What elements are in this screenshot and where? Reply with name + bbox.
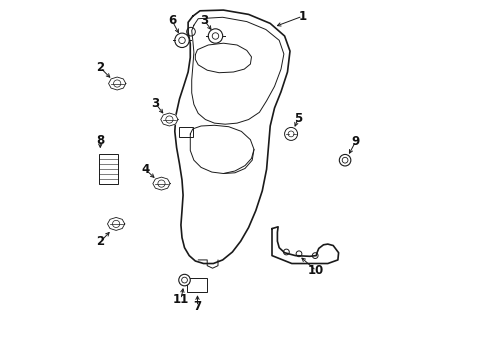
Text: 6: 6 (168, 14, 176, 27)
Text: 8: 8 (96, 134, 104, 147)
Polygon shape (161, 113, 178, 126)
Text: 11: 11 (173, 293, 189, 306)
Bar (187, 278, 207, 292)
Circle shape (285, 127, 297, 140)
Circle shape (175, 33, 189, 48)
Text: 10: 10 (308, 264, 324, 277)
Text: 3: 3 (152, 97, 160, 110)
Polygon shape (107, 217, 125, 230)
Circle shape (339, 154, 351, 166)
Text: 3: 3 (200, 14, 209, 27)
Text: 2: 2 (96, 235, 104, 248)
Text: 5: 5 (294, 112, 302, 125)
Text: 1: 1 (298, 10, 307, 23)
Text: 9: 9 (352, 135, 360, 148)
Polygon shape (153, 177, 170, 190)
Circle shape (179, 274, 190, 286)
Text: 2: 2 (96, 61, 104, 74)
Polygon shape (109, 77, 126, 90)
Circle shape (208, 29, 222, 43)
Text: 7: 7 (194, 300, 201, 313)
Bar (99, 154, 118, 184)
Text: 4: 4 (142, 163, 150, 176)
Bar (179, 127, 193, 137)
